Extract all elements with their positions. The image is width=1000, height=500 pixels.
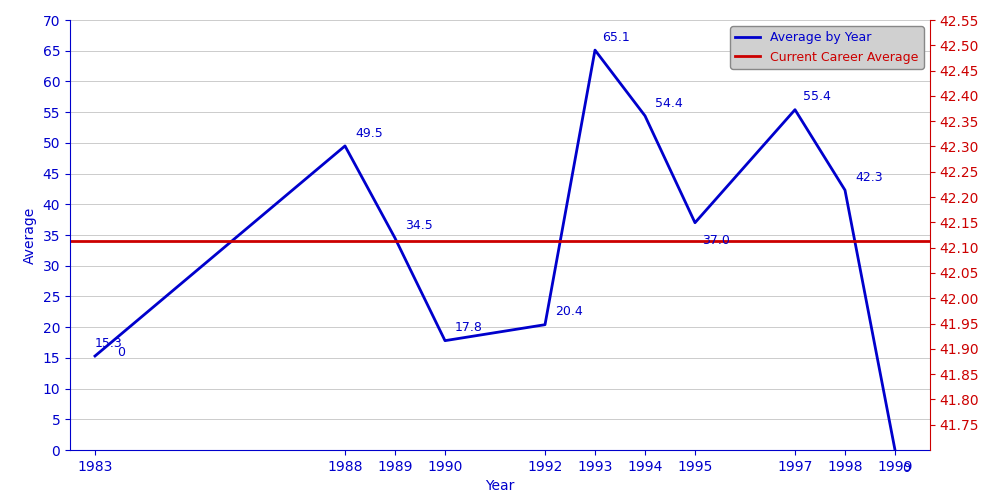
Text: 15.3: 15.3 <box>95 337 123 350</box>
X-axis label: Year: Year <box>485 480 515 494</box>
Text: 0: 0 <box>118 346 126 359</box>
Average by Year <box>639 113 651 119</box>
Average by Year <box>89 353 101 359</box>
Average by Year <box>389 235 401 241</box>
Text: 49.5: 49.5 <box>355 126 383 140</box>
Text: 0: 0 <box>902 462 910 474</box>
Text: 34.5: 34.5 <box>405 219 433 232</box>
Average by Year <box>589 47 601 53</box>
Average by Year <box>339 143 351 149</box>
Y-axis label: Average: Average <box>23 206 37 264</box>
Text: 20.4: 20.4 <box>555 306 583 318</box>
Text: 37.0: 37.0 <box>702 234 730 247</box>
Average by Year <box>439 338 451 344</box>
Line: Average by Year: Average by Year <box>95 50 895 450</box>
Average by Year <box>789 106 801 112</box>
Text: 55.4: 55.4 <box>802 90 830 104</box>
Text: 42.3: 42.3 <box>855 171 883 184</box>
Text: 54.4: 54.4 <box>655 96 683 110</box>
Legend: Average by Year, Current Career Average: Average by Year, Current Career Average <box>730 26 924 68</box>
Average by Year <box>889 447 901 453</box>
Text: 65.1: 65.1 <box>602 31 630 44</box>
Text: 17.8: 17.8 <box>455 322 483 334</box>
Average by Year <box>839 187 851 193</box>
Average by Year <box>689 220 701 226</box>
Average by Year <box>539 322 551 328</box>
